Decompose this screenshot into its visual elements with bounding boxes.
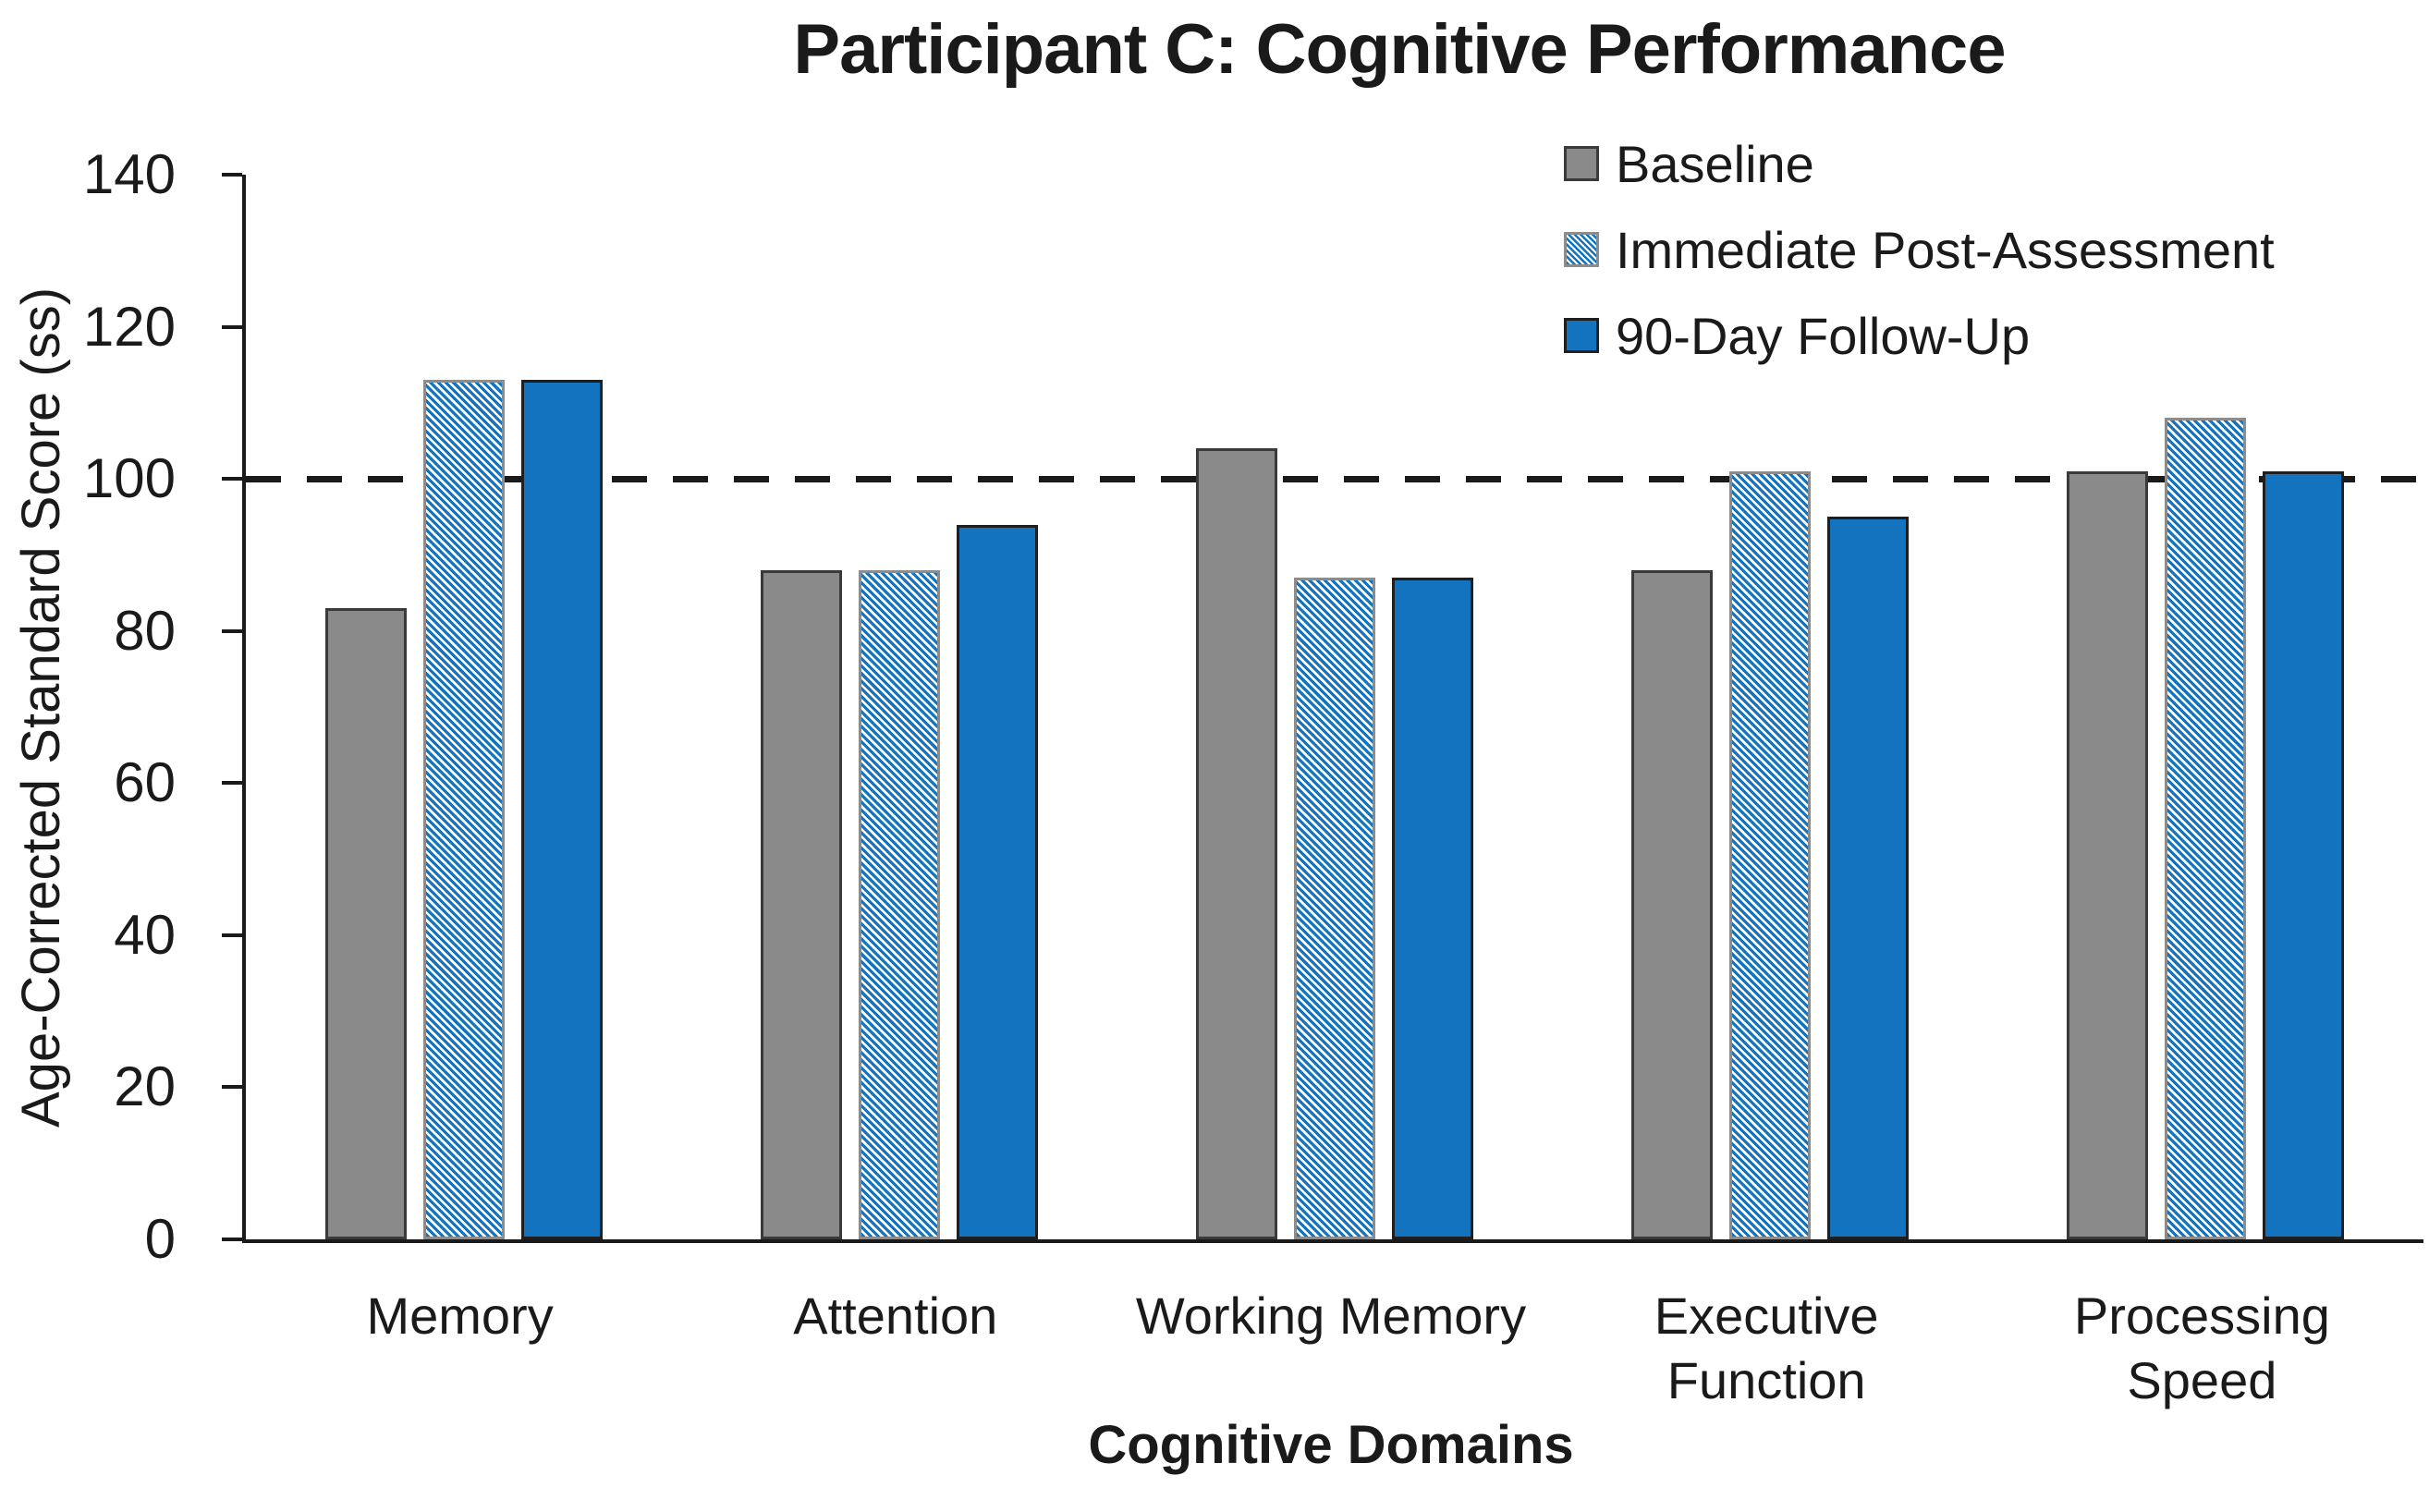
bar-baseline-executive-function [1631, 569, 1714, 1239]
y-tick-label-40: 40 [114, 903, 176, 966]
x-category-label-attention: Attention [793, 1286, 998, 1345]
bar-immediate-post-assessment-attention [858, 569, 940, 1239]
bar-immediate-post-assessment-memory [422, 380, 505, 1239]
bar-immediate-post-assessment-executive-function [1729, 470, 1812, 1239]
y-tick-label-80: 80 [114, 599, 176, 662]
bar-immediate-post-assessment-working-memory [1294, 578, 1375, 1239]
legend-swatch-90-day-follow-up [1564, 318, 1599, 353]
bar-90-day-follow-up-attention [956, 524, 1038, 1239]
legend-item-immediate-post-assessment: Immediate Post-Assessment [1564, 221, 2275, 279]
reference-line-100 [246, 476, 2418, 483]
bar-90-day-follow-up-memory [520, 380, 603, 1239]
bar-baseline-working-memory [1196, 448, 1277, 1239]
legend-item-baseline: Baseline [1564, 135, 2275, 193]
y-tick-100 [222, 477, 242, 482]
legend-swatch-baseline [1564, 146, 1599, 181]
x-category-label-executive-function: Executive Function [1654, 1286, 1879, 1409]
bar-baseline-processing-speed [2067, 470, 2149, 1239]
x-category-label-working-memory: Working Memory [1135, 1286, 1527, 1345]
x-category-label-processing-speed: Processing Speed [2073, 1286, 2330, 1409]
y-tick-label-0: 0 [144, 1208, 176, 1270]
y-tick-80 [222, 628, 242, 633]
y-tick-140 [222, 173, 242, 177]
legend-label-baseline: Baseline [1616, 134, 1814, 193]
bar-immediate-post-assessment-processing-speed [2165, 418, 2247, 1239]
y-tick-20 [222, 1085, 242, 1090]
legend-swatch-immediate-post-assessment [1564, 232, 1599, 267]
y-tick-label-100: 100 [82, 447, 176, 510]
legend-item-90-day-follow-up: 90-Day Follow-Up [1564, 307, 2275, 365]
y-tick-0 [222, 1238, 242, 1241]
y-tick-40 [222, 933, 242, 937]
y-tick-60 [222, 781, 242, 786]
legend-label-90-day-follow-up: 90-Day Follow-Up [1616, 306, 2031, 365]
y-tick-label-140: 140 [82, 143, 176, 205]
y-tick-label-60: 60 [114, 751, 176, 814]
chart-title: Participant C: Cognitive Performance [793, 10, 2006, 89]
bar-baseline-memory [324, 608, 407, 1239]
y-tick-label-120: 120 [82, 295, 176, 358]
y-tick-label-20: 20 [114, 1055, 176, 1118]
legend: Baseline Immediate Post-Assessment 90-Day … [1564, 135, 2275, 395]
legend-label-immediate-post-assessment: Immediate Post-Assessment [1616, 220, 2275, 279]
plot-area [222, 173, 2423, 1243]
bar-baseline-attention [760, 569, 842, 1239]
y-tick-120 [222, 324, 242, 329]
x-category-label-memory: Memory [366, 1286, 554, 1345]
bar-90-day-follow-up-executive-function [1827, 517, 1910, 1239]
bar-90-day-follow-up-processing-speed [2263, 470, 2345, 1239]
x-axis-title: Cognitive Domains [1088, 1415, 1574, 1475]
bar-90-day-follow-up-working-memory [1392, 578, 1473, 1239]
